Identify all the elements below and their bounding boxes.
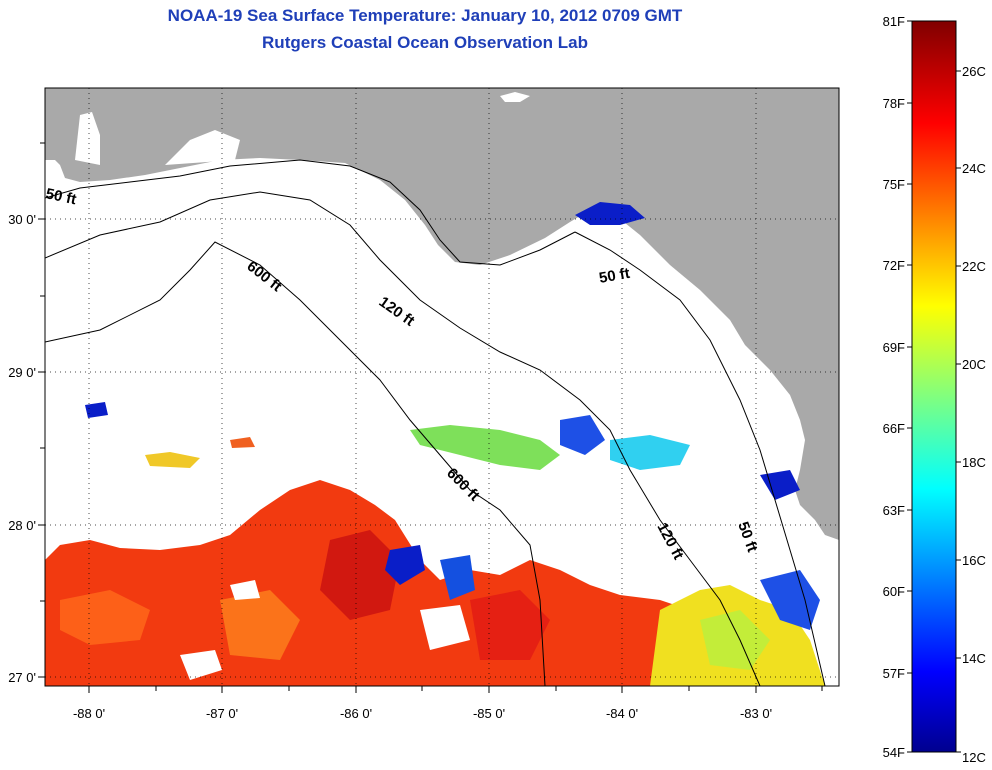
colorbar-f-label: 63F — [883, 503, 905, 518]
colorbar — [911, 20, 957, 753]
lon-label: -84 0' — [606, 706, 638, 721]
colorbar-c-label: 22C — [962, 259, 986, 274]
contour-600ft — [45, 241, 546, 686]
lon-label: -83 0' — [740, 706, 772, 721]
contour-50ft-east — [574, 231, 826, 686]
contour-label: 50 ft — [44, 185, 78, 208]
land — [45, 88, 839, 540]
lon-label: -86 0' — [340, 706, 372, 721]
contour-label: 50 ft — [598, 265, 631, 287]
colorbar-c-label: 16C — [962, 553, 986, 568]
lat-label: 30 0' — [8, 212, 36, 227]
colorbar-f-label: 72F — [883, 258, 905, 273]
colorbar-c-label: 12C — [962, 750, 986, 765]
lon-label: -87 0' — [206, 706, 238, 721]
contour-50ft-west — [45, 159, 576, 266]
lat-label: 29 0' — [8, 365, 36, 380]
colorbar-f-label: 57F — [883, 666, 905, 681]
lat-label: 28 0' — [8, 518, 36, 533]
colorbar-c-label: 14C — [962, 651, 986, 666]
map-subtitle: Rutgers Coastal Ocean Observation Lab — [262, 33, 588, 52]
colorbar-f-label: 54F — [883, 745, 905, 760]
map-title: NOAA-19 Sea Surface Temperature: January… — [167, 6, 683, 25]
colorbar-c-label: 20C — [962, 357, 986, 372]
contour-120ft — [45, 191, 761, 686]
lat-label: 27 0' — [8, 670, 36, 685]
colorbar-c-label: 18C — [962, 455, 986, 470]
colorbar-f-label: 78F — [883, 96, 905, 111]
colorbar-f-label: 81F — [883, 14, 905, 29]
colorbar-f-label: 66F — [883, 421, 905, 436]
sst-mid-band — [410, 425, 560, 470]
colorbar-f-label: 69F — [883, 340, 905, 355]
colorbar-c-label: 24C — [962, 161, 986, 176]
colorbar-f-label: 75F — [883, 177, 905, 192]
lon-label: -85 0' — [473, 706, 505, 721]
map-frame — [44, 87, 840, 687]
lon-label: -88 0' — [73, 706, 105, 721]
colorbar-c-label: 26C — [962, 64, 986, 79]
colorbar-f-label: 60F — [883, 584, 905, 599]
